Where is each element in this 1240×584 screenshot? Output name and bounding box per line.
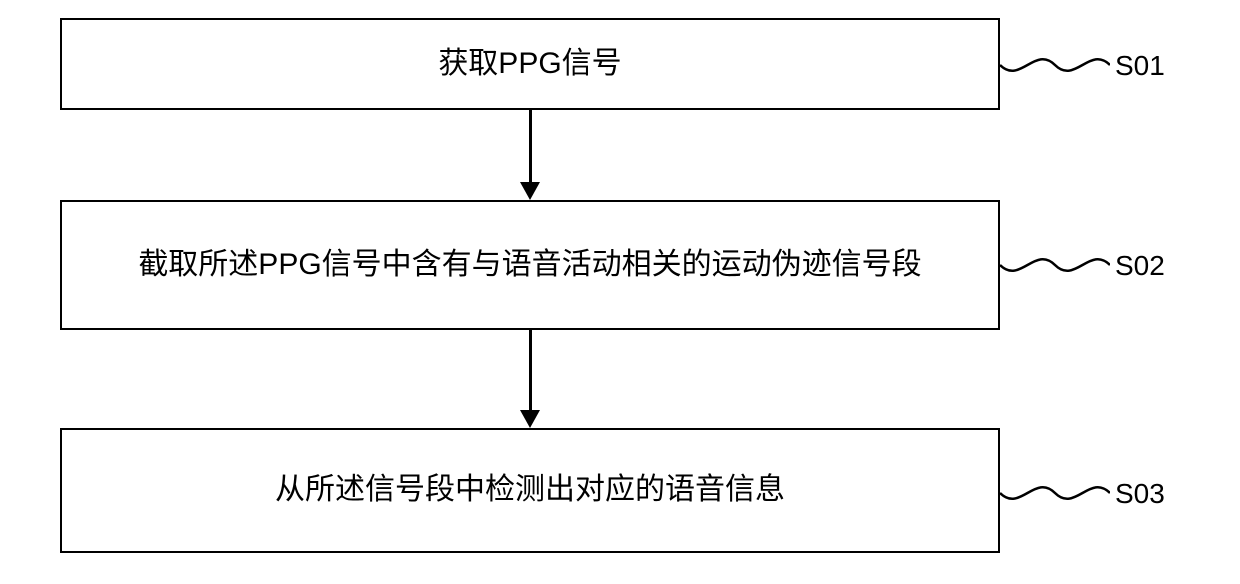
step-label-s01: S01 xyxy=(1115,50,1165,82)
flow-step-text: 从所述信号段中检测出对应的语音信息 xyxy=(255,470,805,511)
flow-step-text: 获取PPG信号 xyxy=(418,44,641,85)
arrow-2-shaft xyxy=(529,330,532,410)
connector-squiggle-s03 xyxy=(1000,473,1110,513)
step-label-s02: S02 xyxy=(1115,250,1165,282)
arrow-2-head xyxy=(520,410,540,428)
flow-step-acquire-ppg: 获取PPG信号 xyxy=(60,18,1000,110)
connector-squiggle-s02 xyxy=(1000,245,1110,285)
arrow-1-head xyxy=(520,182,540,200)
flowchart-canvas: 获取PPG信号 截取所述PPG信号中含有与语音活动相关的运动伪迹信号段 从所述信… xyxy=(0,0,1240,584)
flow-step-extract-segment: 截取所述PPG信号中含有与语音活动相关的运动伪迹信号段 xyxy=(60,200,1000,330)
arrow-1-shaft xyxy=(529,110,532,182)
flow-step-text: 截取所述PPG信号中含有与语音活动相关的运动伪迹信号段 xyxy=(118,245,941,286)
connector-squiggle-s01 xyxy=(1000,45,1110,85)
step-label-s03: S03 xyxy=(1115,478,1165,510)
flow-step-detect-voice: 从所述信号段中检测出对应的语音信息 xyxy=(60,428,1000,553)
